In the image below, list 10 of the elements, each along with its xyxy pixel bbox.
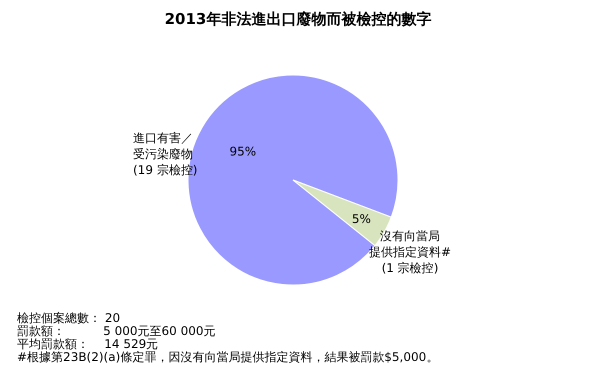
slice-label: 進口有害／受污染廢物(19 宗檢控) (133, 131, 198, 177)
data-label: 95% (230, 144, 256, 158)
text: 平均罰款額： 14 529元 (17, 337, 158, 351)
slice-label: 沒有向當局提供指定資料#(1 宗檢控) (368, 229, 452, 275)
data-label: 5% (352, 212, 371, 226)
text: #根據第23B(2)(a)條定罪，因沒有向當局提供指定資料，結果被罰款$5,000。 (17, 350, 438, 364)
pie-slice (292, 180, 392, 246)
text: 罰款額： 5 000元至60 000元 (17, 324, 216, 338)
text: 檢控個案總數： 20 (17, 311, 120, 325)
chart-title: 2013年非法進出口廢物而被檢控的數字 (164, 10, 432, 28)
